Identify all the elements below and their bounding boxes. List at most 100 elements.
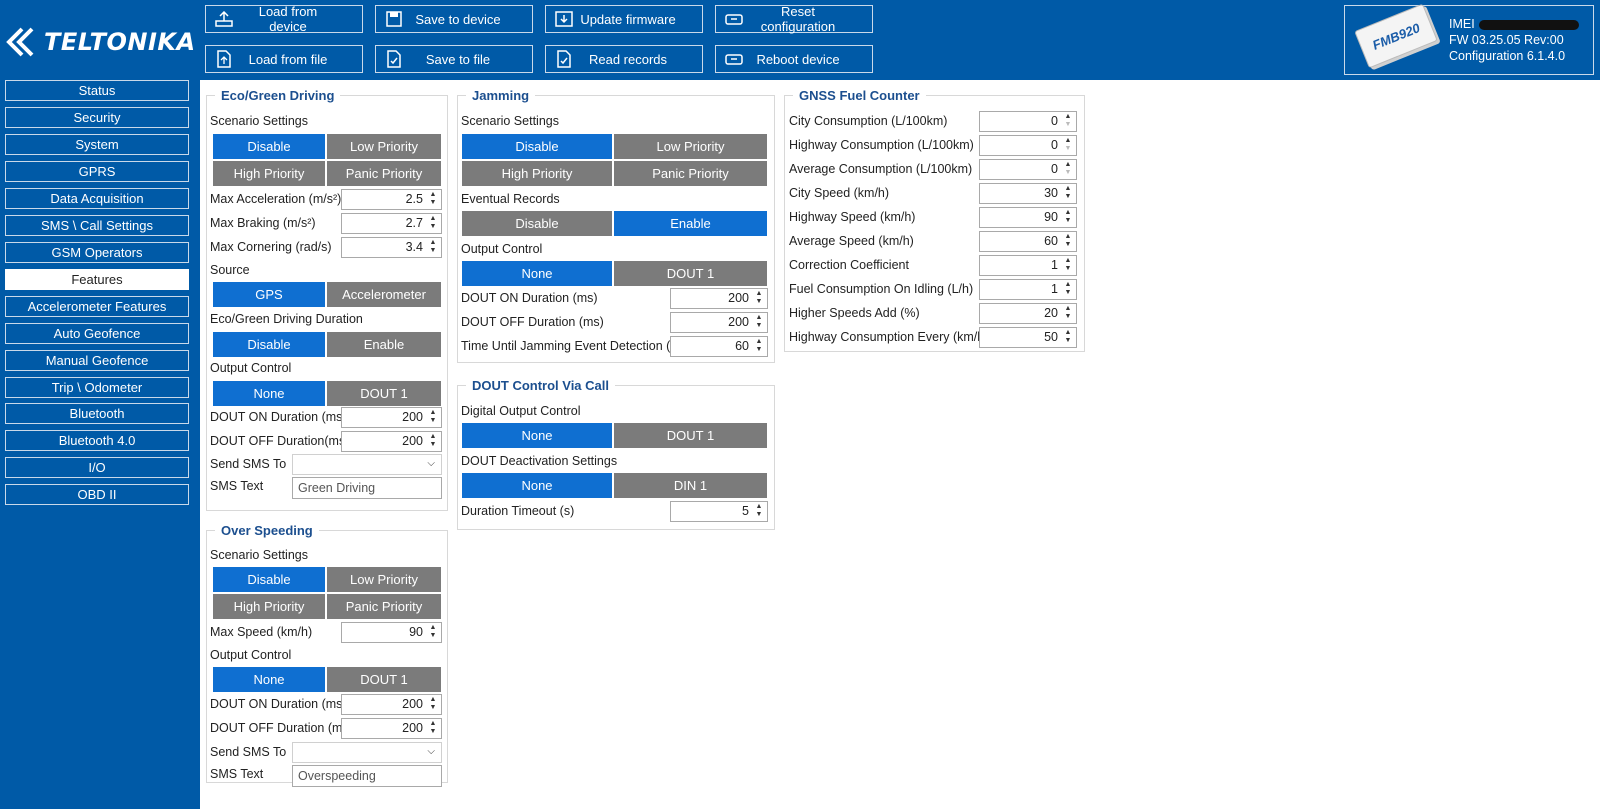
save-to-file-button[interactable]: Save to file (375, 45, 533, 73)
correction-coefficient-input[interactable]: 1 ▲ ▼ (979, 255, 1077, 276)
max-acceleration-input[interactable]: 2.5 ▲ ▼ (341, 189, 442, 210)
eco-output-none-button[interactable]: None (212, 380, 326, 407)
spinner-arrows-icon[interactable]: ▲ ▼ (1064, 257, 1072, 272)
source-accelerometer-button[interactable]: Accelerometer (326, 281, 442, 308)
os-scenario-low-priority-button[interactable]: Low Priority (326, 566, 442, 593)
reset-configuration-button[interactable]: Reset configuration (715, 4, 873, 34)
eventual-disable-button[interactable]: Disable (461, 210, 613, 237)
jam-output-dout1-button[interactable]: DOUT 1 (613, 260, 768, 287)
spinner-arrows-icon[interactable]: ▲ ▼ (429, 191, 437, 206)
spinner-arrows-icon[interactable]: ▲ ▼ (1064, 185, 1072, 200)
spinner-arrows-icon[interactable]: ▲ ▼ (755, 290, 763, 305)
spinner-arrows-icon[interactable]: ▲ ▼ (429, 433, 437, 448)
eco-dout-off-input[interactable]: 200 ▲ ▼ (341, 431, 442, 452)
spinner-arrows-icon[interactable]: ▲ ▼ (429, 409, 437, 424)
os-scenario-disable-button[interactable]: Disable (212, 566, 326, 593)
sidebar-item-sms-call-settings[interactable]: SMS \ Call Settings (5, 215, 189, 236)
sidebar-item-bluetooth[interactable]: Bluetooth (5, 403, 189, 424)
read-records-button[interactable]: Read records (545, 45, 703, 73)
highway-speed-input[interactable]: 90 ▲ ▼ (979, 207, 1077, 228)
jam-output-none-button[interactable]: None (461, 260, 613, 287)
sidebar-item-trip-odometer[interactable]: Trip \ Odometer (5, 377, 189, 398)
average-speed-input[interactable]: 60 ▲ ▼ (979, 231, 1077, 252)
spinner-arrows-icon[interactable]: ▲ ▼ (1064, 233, 1072, 248)
spinner-arrows-icon[interactable]: ▲ ▼ (429, 215, 437, 230)
sidebar-item-manual-geofence[interactable]: Manual Geofence (5, 350, 189, 371)
os-dout-off-input[interactable]: 200 ▲ ▼ (341, 718, 442, 739)
eco-output-dout1-button[interactable]: DOUT 1 (326, 380, 442, 407)
city-consumption-input[interactable]: 0 ▲ ▼ (979, 111, 1077, 132)
digital-output-dout1-button[interactable]: DOUT 1 (613, 422, 768, 449)
eventual-enable-button[interactable]: Enable (613, 210, 768, 237)
spinner-arrows-icon[interactable]: ▲ ▼ (429, 696, 437, 711)
duration-timeout-input[interactable]: 5 ▲ ▼ (670, 501, 768, 522)
spinner-arrows-icon[interactable]: ▲ ▼ (1064, 113, 1072, 128)
eco-scenario-disable-button[interactable]: Disable (212, 133, 326, 160)
sidebar-item-io[interactable]: I/O (5, 457, 189, 478)
eco-send-sms-select[interactable]: ⌵ (292, 454, 442, 475)
spinner-arrows-icon[interactable]: ▲ ▼ (755, 314, 763, 329)
os-scenario-panic-priority-button[interactable]: Panic Priority (326, 593, 442, 620)
os-output-none-button[interactable]: None (212, 666, 326, 693)
spinner-arrows-icon[interactable]: ▲ ▼ (1064, 161, 1072, 176)
sidebar-item-gprs[interactable]: GPRS (5, 161, 189, 182)
deactivation-none-button[interactable]: None (461, 472, 613, 499)
sidebar-item-security[interactable]: Security (5, 107, 189, 128)
spinner-arrows-icon[interactable]: ▲ ▼ (1064, 209, 1072, 224)
sidebar-item-system[interactable]: System (5, 134, 189, 155)
eco-duration-enable-button[interactable]: Enable (326, 331, 442, 358)
highway-consumption-every-input[interactable]: 50 ▲ ▼ (979, 327, 1077, 348)
spinner-arrows-icon[interactable]: ▲ ▼ (755, 503, 763, 518)
sidebar-item-status[interactable]: Status (5, 80, 189, 101)
jam-scenario-disable-button[interactable]: Disable (461, 133, 613, 160)
city-speed-input[interactable]: 30 ▲ ▼ (979, 183, 1077, 204)
spinner-arrows-icon[interactable]: ▲ ▼ (1064, 281, 1072, 296)
sidebar-item-auto-geofence[interactable]: Auto Geofence (5, 323, 189, 344)
spinner-arrows-icon[interactable]: ▲ ▼ (429, 239, 437, 254)
sidebar-item-data-acquisition[interactable]: Data Acquisition (5, 188, 189, 209)
load-from-file-button[interactable]: Load from file (205, 45, 363, 73)
eco-sms-text-input[interactable]: Green Driving (292, 477, 442, 499)
eco-scenario-low-priority-button[interactable]: Low Priority (326, 133, 442, 160)
update-firmware-button[interactable]: Update firmware (545, 5, 703, 33)
spinner-arrows-icon[interactable]: ▲ ▼ (429, 624, 437, 639)
jam-scenario-high-priority-button[interactable]: High Priority (461, 160, 613, 187)
jam-scenario-low-priority-button[interactable]: Low Priority (613, 133, 768, 160)
jam-detection-time-input[interactable]: 60 ▲ ▼ (670, 336, 768, 357)
spinner-arrows-icon[interactable]: ▲ ▼ (1064, 329, 1072, 344)
load-from-device-button[interactable]: Load from device (205, 4, 363, 34)
idling-consumption-input[interactable]: 1 ▲ ▼ (979, 279, 1077, 300)
sidebar-item-gsm-operators[interactable]: GSM Operators (5, 242, 189, 263)
os-send-sms-select[interactable]: ⌵ (292, 742, 442, 763)
eco-duration-disable-button[interactable]: Disable (212, 331, 326, 358)
max-braking-input[interactable]: 2.7 ▲ ▼ (341, 213, 442, 234)
sidebar-item-accelerometer-features[interactable]: Accelerometer Features (5, 296, 189, 317)
jam-dout-on-input[interactable]: 200 ▲ ▼ (670, 288, 768, 309)
digital-output-none-button[interactable]: None (461, 422, 613, 449)
reboot-device-button[interactable]: Reboot device (715, 45, 873, 73)
os-dout-on-input[interactable]: 200 ▲ ▼ (341, 694, 442, 715)
save-to-device-button[interactable]: Save to device (375, 5, 533, 33)
max-speed-input[interactable]: 90 ▲ ▼ (341, 622, 442, 643)
sidebar-item-bluetooth-4[interactable]: Bluetooth 4.0 (5, 430, 189, 451)
higher-speeds-add-input[interactable]: 20 ▲ ▼ (979, 303, 1077, 324)
source-gps-button[interactable]: GPS (212, 281, 326, 308)
eco-scenario-panic-priority-button[interactable]: Panic Priority (326, 160, 442, 187)
highway-consumption-input[interactable]: 0 ▲ ▼ (979, 135, 1077, 156)
jam-scenario-panic-priority-button[interactable]: Panic Priority (613, 160, 768, 187)
deactivation-din1-button[interactable]: DIN 1 (613, 472, 768, 499)
sidebar-item-obd-ii[interactable]: OBD II (5, 484, 189, 505)
eco-dout-on-input[interactable]: 200 ▲ ▼ (341, 407, 442, 428)
sidebar-item-features[interactable]: Features (5, 269, 189, 290)
spinner-arrows-icon[interactable]: ▲ ▼ (429, 720, 437, 735)
os-output-dout1-button[interactable]: DOUT 1 (326, 666, 442, 693)
os-sms-text-input[interactable]: Overspeeding (292, 765, 442, 787)
os-scenario-high-priority-button[interactable]: High Priority (212, 593, 326, 620)
max-cornering-input[interactable]: 3.4 ▲ ▼ (341, 237, 442, 258)
spinner-arrows-icon[interactable]: ▲ ▼ (1064, 137, 1072, 152)
spinner-arrows-icon[interactable]: ▲ ▼ (1064, 305, 1072, 320)
jam-dout-off-input[interactable]: 200 ▲ ▼ (670, 312, 768, 333)
eco-scenario-high-priority-button[interactable]: High Priority (212, 160, 326, 187)
spinner-arrows-icon[interactable]: ▲ ▼ (755, 338, 763, 353)
average-consumption-input[interactable]: 0 ▲ ▼ (979, 159, 1077, 180)
